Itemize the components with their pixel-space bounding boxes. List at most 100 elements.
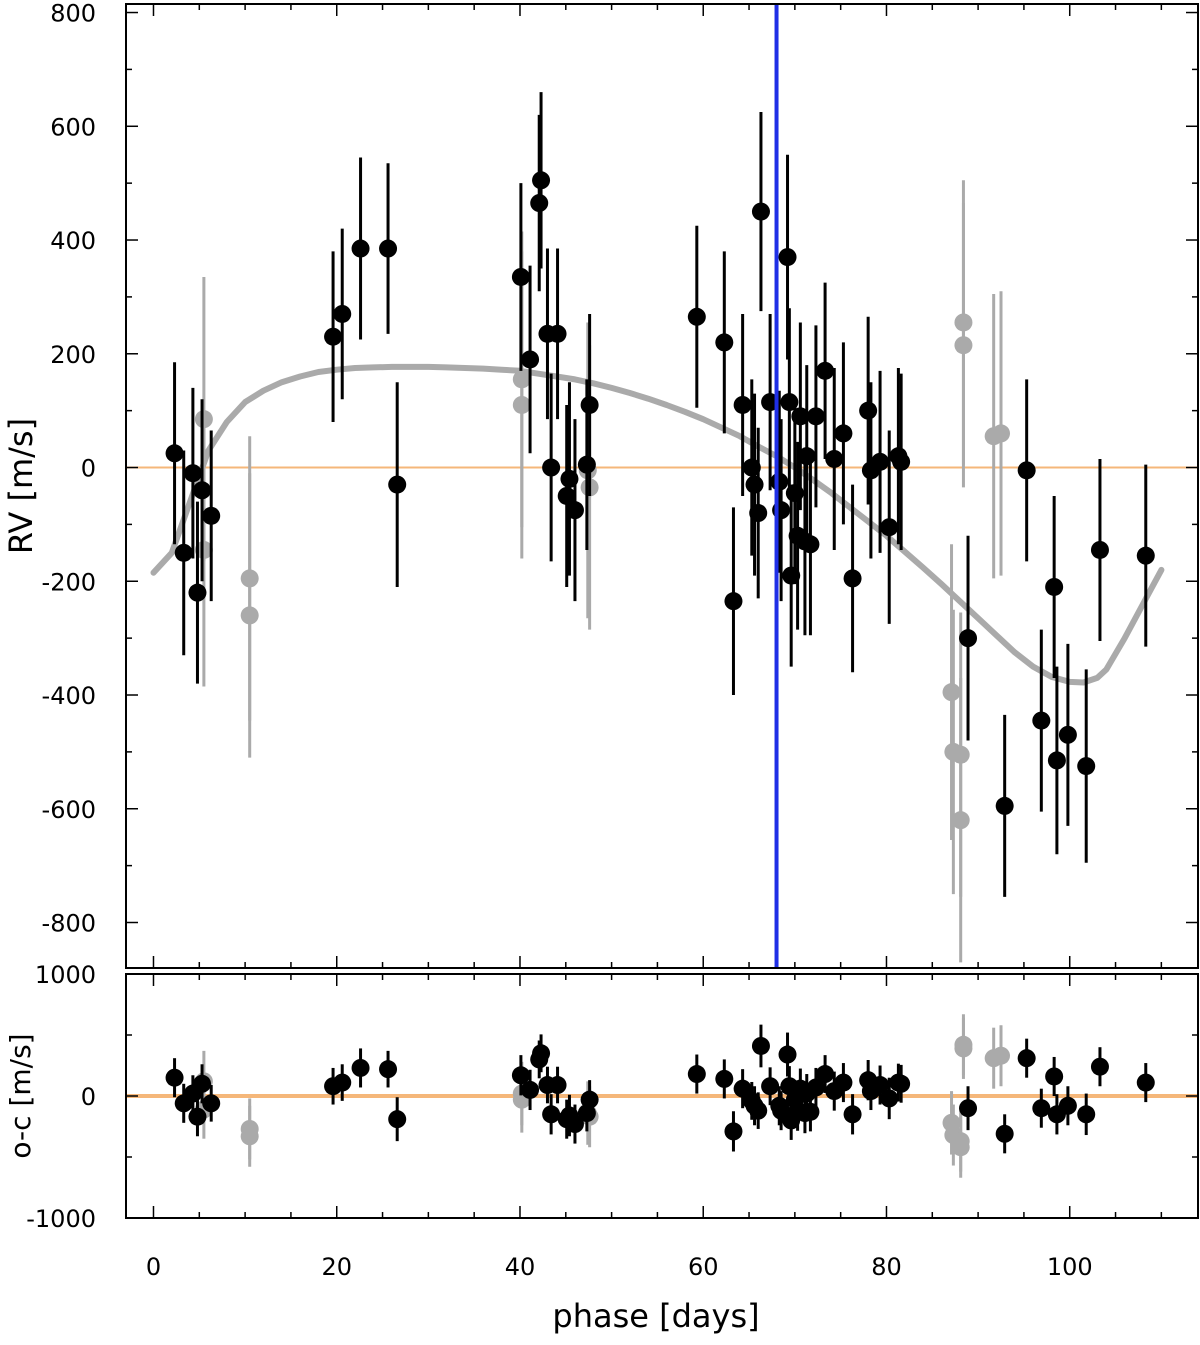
- model-curve: [150, 363, 1165, 686]
- x-tick-label: 40: [505, 1253, 536, 1281]
- oc-data-point: [188, 1107, 207, 1126]
- rv-data-point: [165, 444, 184, 463]
- rv-data-point: [1032, 711, 1051, 730]
- rv-data-point: [193, 481, 212, 500]
- rv-data-point: [1058, 725, 1077, 744]
- x-tick-label: 100: [1047, 1253, 1093, 1281]
- oc-data-point: [1090, 1057, 1109, 1076]
- rv-data-point: [954, 336, 973, 355]
- oc-data-point: [761, 1077, 780, 1096]
- rv-data-point: [532, 171, 551, 190]
- rv-data-point: [511, 267, 530, 286]
- rv-data-point: [183, 464, 202, 483]
- oc-y-tick-label: 1000: [35, 961, 96, 989]
- oc-data-point: [992, 1046, 1011, 1065]
- rv-data-point: [1077, 757, 1096, 776]
- rv-series-black: [165, 92, 1155, 897]
- rv-data-point: [1045, 577, 1064, 596]
- oc-data-point: [1045, 1067, 1064, 1086]
- oc-data-point: [1058, 1096, 1077, 1115]
- rv-data-point: [834, 424, 853, 443]
- rv-data-point: [388, 475, 407, 494]
- oc-data-point: [687, 1065, 706, 1084]
- residuals-panel: -1000 0 1000 0 20 40 60 80 100 o-c [m/s]: [4, 961, 1199, 1281]
- oc-y-axis-title: o-c [m/s]: [4, 1033, 37, 1158]
- x-tick-label: 20: [321, 1253, 352, 1281]
- rv-data-point: [577, 455, 596, 474]
- rv-y-tick-label: -200: [42, 568, 96, 596]
- rv-data-point: [194, 540, 213, 559]
- rv-data-point: [806, 407, 825, 426]
- oc-data-point: [995, 1124, 1014, 1143]
- rv-data-point: [512, 395, 531, 414]
- rv-data-point: [959, 629, 978, 648]
- rv-data-point: [791, 407, 810, 426]
- rv-data-point: [333, 304, 352, 323]
- oc-data-point: [532, 1044, 551, 1063]
- oc-data-point: [521, 1080, 540, 1099]
- oc-data-point: [511, 1066, 530, 1085]
- oc-data-point: [806, 1078, 825, 1097]
- oc-data-point: [388, 1110, 407, 1129]
- oc-data-point: [715, 1069, 734, 1088]
- rv-data-point: [542, 458, 561, 477]
- rv-data-point: [715, 333, 734, 352]
- rv-data-point: [240, 606, 259, 625]
- rv-data-point: [892, 452, 911, 471]
- rv-data-point: [174, 543, 193, 562]
- rv-data-point: [749, 504, 768, 523]
- rv-data-point: [742, 458, 761, 477]
- rv-data-point: [801, 535, 820, 554]
- rv-data-point: [565, 501, 584, 520]
- rv-y-tick-label: 0: [81, 455, 96, 483]
- oc-data-point: [333, 1073, 352, 1092]
- oc-data-point: [580, 1090, 599, 1109]
- oc-data-point: [1017, 1049, 1036, 1068]
- oc-data-point: [351, 1058, 370, 1077]
- rv-y-tick-label: 800: [50, 0, 96, 28]
- oc-data-point: [240, 1127, 259, 1146]
- rv-data-point: [1047, 751, 1066, 770]
- oc-data-point: [751, 1036, 770, 1055]
- rv-data-point: [825, 449, 844, 468]
- oc-series-black: [165, 1024, 1155, 1154]
- oc-data-point: [778, 1045, 797, 1064]
- rv-data-point: [188, 583, 207, 602]
- x-tick-label: 0: [146, 1253, 161, 1281]
- rv-data-point: [733, 395, 752, 414]
- rv-data-point: [557, 486, 576, 505]
- rv-data-point: [202, 506, 221, 525]
- oc-data-point: [801, 1102, 820, 1121]
- oc-data-point: [733, 1079, 752, 1098]
- oc-data-point: [954, 1039, 973, 1058]
- rv-y-tick-label: 200: [50, 341, 96, 369]
- rv-data-point: [1017, 461, 1036, 480]
- rv-y-tick-label: 400: [50, 227, 96, 255]
- rv-data-point: [351, 239, 370, 258]
- rv-data-point: [521, 350, 540, 369]
- rv-data-point: [687, 307, 706, 326]
- oc-data-point: [880, 1089, 899, 1108]
- rv-data-point: [859, 401, 878, 420]
- rv-data-point: [548, 324, 567, 343]
- rv-data-point: [379, 239, 398, 258]
- rv-data-point: [880, 518, 899, 537]
- x-tick-label: 80: [871, 1253, 902, 1281]
- oc-data-point: [1136, 1073, 1155, 1092]
- rv-frame: [125, 3, 1199, 969]
- rv-y-tick-label: 600: [50, 113, 96, 141]
- rv-data-point: [778, 248, 797, 267]
- rv-data-point: [745, 475, 764, 494]
- oc-data-point: [379, 1060, 398, 1079]
- rv-data-point: [871, 452, 890, 471]
- oc-data-point: [548, 1076, 567, 1095]
- rv-data-point: [751, 202, 770, 221]
- oc-data-point: [951, 1138, 970, 1157]
- rv-y-tick-label: -400: [42, 682, 96, 710]
- oc-data-point: [892, 1074, 911, 1093]
- rv-data-point: [942, 683, 961, 702]
- rv-data-point: [770, 472, 789, 491]
- rv-y-tick-label: -600: [42, 796, 96, 824]
- rv-panel: -800 -600 -400 -200 0 200 400 600 800 RV [m/s]: [2, 0, 1199, 969]
